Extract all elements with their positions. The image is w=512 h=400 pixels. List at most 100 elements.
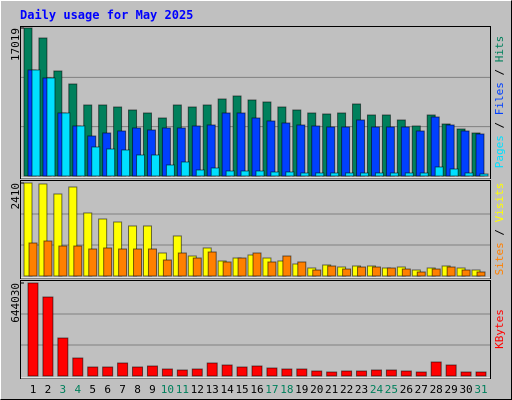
bar (207, 251, 217, 277)
bar (479, 173, 489, 177)
x-tick-label: 18 (280, 383, 293, 396)
bar (415, 130, 425, 177)
bar (342, 268, 352, 277)
bar (58, 245, 68, 277)
x-tick-label: 7 (119, 383, 126, 396)
bar (165, 164, 175, 177)
bar (434, 166, 444, 177)
x-tick-label: 31 (474, 383, 487, 396)
legend-separator: / (493, 115, 506, 135)
bar (374, 172, 384, 177)
bar (177, 252, 187, 277)
bar (330, 172, 340, 177)
bar (400, 370, 412, 377)
legend: KBytes (493, 309, 506, 349)
bar (146, 365, 158, 377)
bar (236, 366, 248, 377)
bar (118, 248, 128, 277)
bar (191, 368, 203, 377)
bar (460, 371, 472, 377)
bar (416, 271, 426, 277)
x-tick-label: 25 (385, 383, 398, 396)
bar (266, 120, 276, 177)
bar (389, 172, 399, 177)
bar (161, 368, 173, 377)
bar (221, 112, 231, 177)
legend-entry: Hits (493, 36, 506, 63)
bar (356, 370, 368, 377)
bar (445, 124, 455, 177)
x-tick-label: 21 (325, 383, 338, 396)
bar (162, 259, 172, 277)
bar (430, 361, 442, 377)
bar (461, 269, 471, 277)
legend: Pages / Files / Hits (493, 36, 506, 169)
bar (252, 252, 262, 277)
bar (370, 126, 380, 177)
bar (176, 369, 188, 377)
x-tick-label: 23 (355, 383, 368, 396)
bar (311, 125, 321, 177)
bar (341, 126, 351, 177)
bar (282, 255, 292, 277)
bar (251, 365, 263, 377)
bar (312, 269, 322, 277)
bar (476, 271, 486, 277)
bar (296, 368, 308, 377)
bar (106, 148, 116, 177)
x-tick-label: 19 (295, 383, 308, 396)
legend-separator: / (493, 222, 506, 242)
x-tick-label: 26 (400, 383, 413, 396)
x-tick-label: 4 (74, 383, 81, 396)
bar (445, 364, 457, 377)
bar (136, 154, 146, 177)
bar (251, 117, 261, 177)
bar (267, 261, 277, 277)
x-tick-label: 17 (265, 383, 278, 396)
bar (415, 371, 427, 377)
bar (221, 364, 233, 377)
x-tick-label: 15 (235, 383, 248, 396)
bar (27, 282, 39, 377)
x-tick-label: 29 (445, 383, 458, 396)
bar (38, 183, 48, 277)
bar (431, 268, 441, 277)
x-tick-label: 30 (459, 383, 472, 396)
bar (57, 337, 69, 377)
bar (236, 112, 246, 177)
bar (88, 248, 98, 277)
bar (285, 171, 295, 177)
legend-entry: Sites (493, 242, 506, 275)
bar (28, 242, 38, 277)
bar (400, 126, 410, 177)
bar (475, 133, 485, 177)
legend-entry: Visits (493, 183, 506, 223)
bar (327, 265, 337, 277)
panel-frame (20, 280, 491, 379)
bar (103, 247, 113, 277)
bar (446, 266, 456, 277)
bar (419, 172, 429, 177)
legend-entry: Files (493, 82, 506, 115)
bar (341, 370, 353, 377)
bar (401, 268, 411, 277)
chart-title: Daily usage for May 2025 (20, 8, 193, 22)
bar (102, 366, 114, 377)
x-tick-label: 16 (250, 383, 263, 396)
legend: Sites / Visits (493, 183, 506, 276)
legend-separator: / (493, 62, 506, 82)
bar (296, 124, 306, 177)
bar (326, 371, 338, 377)
bar (46, 77, 56, 177)
legend-entry: KBytes (493, 309, 506, 349)
bar (180, 161, 190, 177)
bar (73, 245, 83, 277)
x-tick-label: 28 (430, 383, 443, 396)
bar (117, 362, 129, 377)
bar (192, 257, 202, 277)
x-tick-label: 5 (89, 383, 96, 396)
bar (266, 367, 278, 377)
bar (150, 154, 160, 177)
bar (315, 172, 325, 177)
